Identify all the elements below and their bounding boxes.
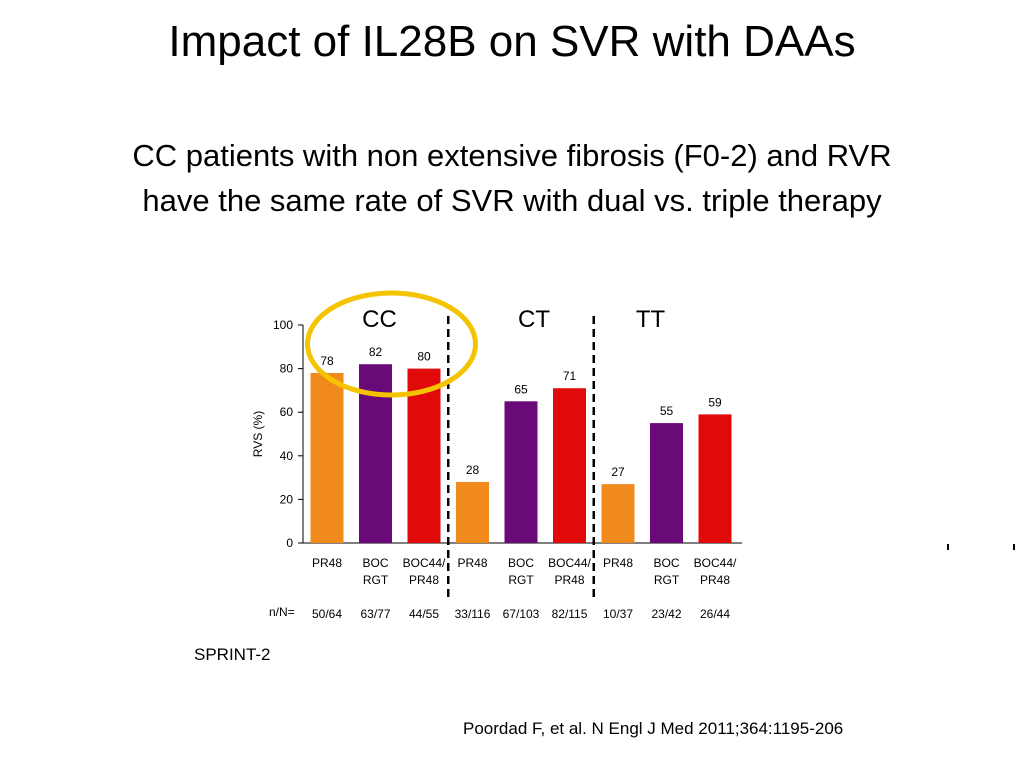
category-label-line1: BOC — [508, 556, 534, 570]
data-label: 28 — [466, 463, 480, 477]
category-label-line2: RGT — [654, 573, 680, 587]
n-value: 26/44 — [700, 607, 730, 621]
y-tick-label: 20 — [280, 492, 294, 506]
n-label: n/N= — [269, 605, 295, 619]
bar-tt-8 — [698, 414, 732, 543]
n-value: 23/42 — [651, 607, 681, 621]
highlight-ellipse — [305, 290, 478, 398]
category-label-line1: PR48 — [457, 556, 487, 570]
subtitle-line-1: CC patients with non extensive fibrosis … — [132, 138, 892, 173]
study-label: SPRINT-2 — [194, 645, 271, 664]
data-label: 27 — [611, 465, 625, 479]
n-value: 82/115 — [552, 607, 588, 621]
group-label-cc: CC — [362, 306, 397, 333]
n-value: 50/64 — [312, 607, 342, 621]
subtitle-line-2: have the same rate of SVR with dual vs. … — [142, 183, 882, 218]
bar-tt-7 — [650, 423, 683, 543]
bar-ct-5 — [553, 388, 586, 543]
bar-ct-3 — [456, 481, 489, 543]
y-tick-label: 40 — [280, 449, 294, 463]
n-value: 44/55 — [409, 607, 439, 621]
n-value: 63/77 — [360, 607, 390, 621]
citation: Poordad F, et al. N Engl J Med 2011;364:… — [463, 719, 844, 738]
data-label: 55 — [660, 404, 674, 418]
category-label-line1: PR48 — [603, 556, 633, 570]
bar-cc-2 — [407, 368, 441, 543]
category-label-line2: PR48 — [700, 573, 730, 587]
category-label-line2: PR48 — [409, 573, 439, 587]
data-label: 71 — [563, 369, 577, 383]
n-value: 67/103 — [503, 607, 540, 621]
category-label-line1: BOC — [653, 556, 679, 570]
category-label-line1: BOC44/ — [694, 556, 737, 570]
slide-title: Impact of IL28B on SVR with DAAs — [168, 17, 856, 66]
category-label-line2: RGT — [363, 573, 389, 587]
data-label: 78 — [320, 354, 334, 368]
group-label-tt: TT — [636, 306, 666, 333]
bar-ct-4 — [504, 401, 538, 543]
group-label-ct: CT — [518, 306, 550, 333]
y-tick-label: 80 — [280, 362, 294, 376]
n-value: 10/37 — [603, 607, 633, 621]
data-label: 82 — [369, 345, 383, 359]
data-label: 65 — [514, 382, 528, 396]
category-label-line1: PR48 — [312, 556, 342, 570]
y-tick-label: 100 — [273, 318, 293, 332]
category-label-line2: RGT — [508, 573, 534, 587]
y-tick-label: 0 — [286, 536, 293, 550]
y-tick-label: 60 — [280, 405, 294, 419]
data-label: 80 — [417, 350, 431, 364]
slide-subtitle: CC patients with non extensive fibrosis … — [0, 133, 1024, 223]
category-label-line1: BOC44/ — [403, 556, 446, 570]
data-label: 59 — [708, 395, 722, 409]
n-value: 33/116 — [455, 607, 491, 621]
category-label-line1: BOC — [362, 556, 388, 570]
category-label-line1: BOC44/ — [548, 556, 591, 570]
category-label-line2: PR48 — [554, 573, 584, 587]
bar-cc-0 — [310, 372, 344, 543]
y-axis-label: RVS (%) — [251, 411, 265, 457]
bar-tt-6 — [601, 484, 635, 543]
